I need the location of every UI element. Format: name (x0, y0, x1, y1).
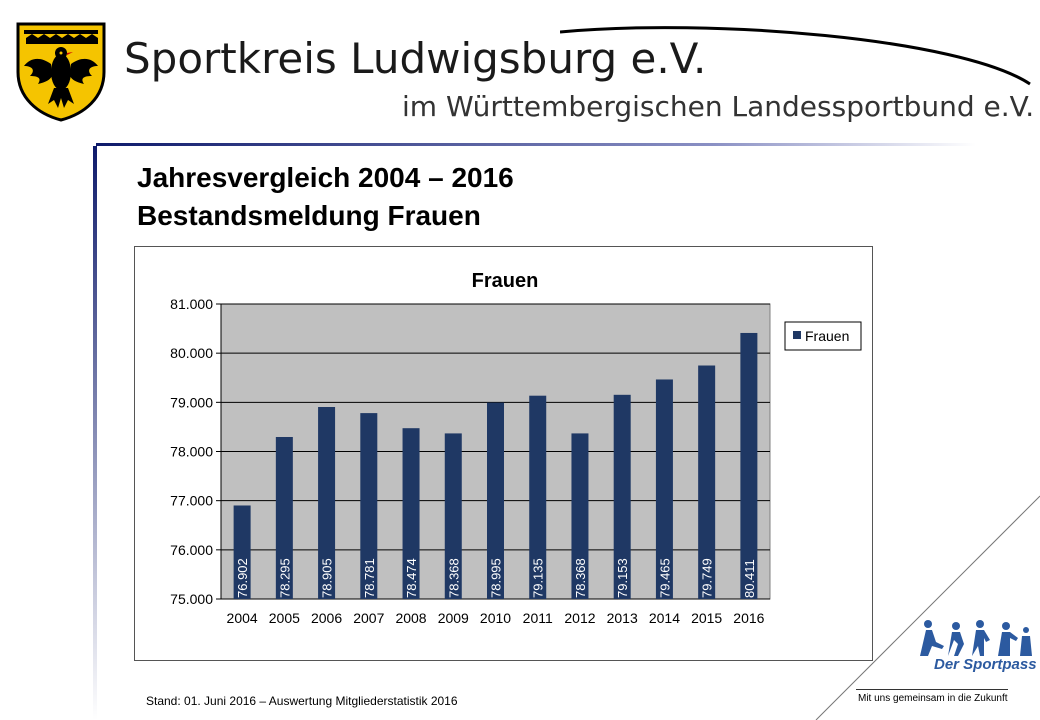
organization-subtitle: im Württembergischen Landessportbund e.V… (402, 90, 1035, 123)
legend-swatch (793, 331, 801, 339)
data-label: 79.465 (657, 558, 672, 598)
bar (529, 395, 547, 599)
organization-name: Sportkreis Ludwigsburg e.V. (124, 34, 707, 83)
data-label: 78.905 (320, 558, 335, 598)
data-label: 79.153 (615, 558, 630, 598)
coat-of-arms-logo (16, 22, 106, 122)
data-label: 79.135 (531, 558, 546, 598)
chart-container: Frauen 75.000 76.000 77.000 78.000 79.000 80.0… (134, 246, 873, 661)
bar (487, 402, 504, 599)
tagline: Mit uns gemeinsam in die Zukunft (858, 693, 1008, 704)
bar-chart: Frauen 75.000 76.000 77.000 78.000 79.000 80.0… (170, 270, 862, 626)
bar (655, 379, 673, 599)
sportpass-logo (920, 620, 1032, 656)
data-label: 76.902 (235, 558, 250, 598)
data-label: 78.368 (573, 558, 588, 598)
x-tick-label: 2006 (311, 610, 342, 626)
slide-subtitle: Bestandsmeldung Frauen (137, 200, 481, 231)
bar (698, 365, 716, 599)
data-label: 78.295 (277, 558, 292, 598)
bar (318, 407, 336, 599)
corner-diagonal (815, 495, 1040, 720)
x-tick-label: 2016 (733, 610, 764, 626)
x-tick-label: 2015 (691, 610, 722, 626)
bar (233, 505, 251, 599)
left-divider (93, 146, 97, 720)
y-tick-label: 77.000 (170, 493, 213, 509)
bar (402, 428, 420, 599)
bar (571, 433, 589, 599)
footer-note: Stand: 01. Juni 2016 – Auswertung Mitgli… (146, 694, 458, 708)
bar (275, 436, 293, 599)
x-tick-label: 2007 (353, 610, 384, 626)
y-tick-label: 80.000 (170, 345, 213, 361)
x-tick-label: 2011 (523, 610, 553, 626)
chart-title: Frauen (472, 270, 539, 292)
data-label: 78.995 (489, 558, 504, 598)
y-tick-label: 79.000 (170, 394, 213, 410)
x-tick-label: 2012 (564, 610, 595, 626)
x-tick-label: 2009 (438, 610, 469, 626)
bar (613, 394, 631, 599)
y-tick-label: 76.000 (170, 542, 213, 558)
data-label: 79.749 (700, 558, 715, 598)
header-divider (96, 143, 976, 146)
sportpass-logo-text: Der Sportpass (934, 656, 1037, 673)
data-label: 78.781 (362, 558, 377, 598)
y-tick-label: 78.000 (170, 444, 213, 460)
x-tick-label: 2013 (607, 610, 638, 626)
x-tick-label: 2004 (227, 610, 258, 626)
data-label: 78.368 (446, 558, 461, 598)
data-label: 80.411 (742, 559, 757, 598)
y-tick-label: 81.000 (170, 296, 213, 312)
x-tick-label: 2014 (649, 610, 680, 626)
x-tick-label: 2008 (395, 610, 426, 626)
data-label: 78.474 (404, 558, 419, 598)
slide-title: Jahresvergleich 2004 – 2016 (137, 162, 514, 193)
header-swoosh (560, 26, 1031, 86)
bar (360, 413, 378, 599)
x-tick-label: 2005 (269, 610, 300, 626)
bar (444, 433, 462, 599)
legend-label: Frauen (805, 328, 849, 344)
tagline-divider (856, 689, 1008, 690)
y-tick-label: 75.000 (170, 591, 213, 607)
bar (740, 332, 758, 599)
x-tick-label: 2010 (480, 610, 511, 626)
